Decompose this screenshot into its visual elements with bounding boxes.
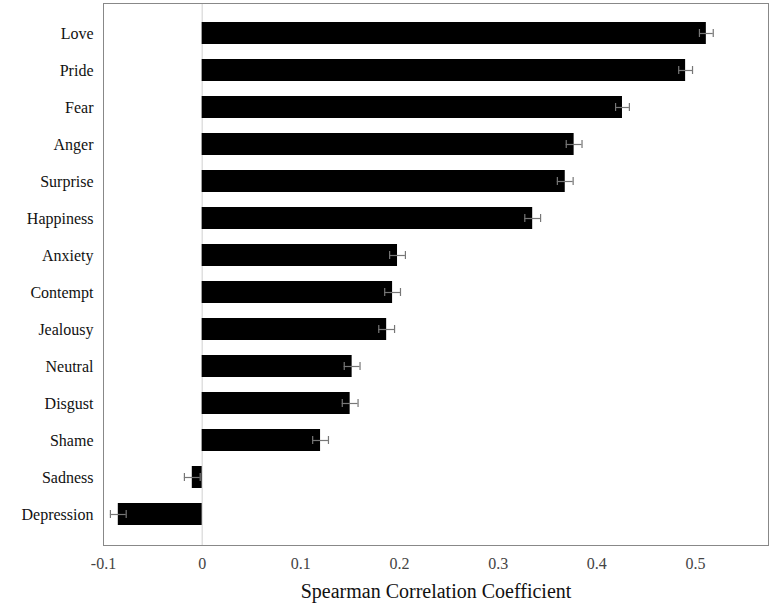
svg-text:Shame: Shame [50, 432, 94, 449]
svg-text:Sadness: Sadness [42, 469, 94, 486]
svg-text:Spearman Correlation Coefficie: Spearman Correlation Coefficient [301, 580, 572, 603]
svg-text:0.3: 0.3 [488, 555, 508, 572]
svg-text:Love: Love [61, 25, 94, 42]
svg-text:Happiness: Happiness [27, 210, 94, 228]
svg-text:0.4: 0.4 [587, 555, 607, 572]
svg-text:Depression: Depression [22, 506, 94, 524]
svg-text:0.5: 0.5 [685, 555, 705, 572]
svg-text:0.2: 0.2 [389, 555, 409, 572]
svg-text:Disgust: Disgust [45, 395, 94, 413]
svg-text:-0.1: -0.1 [91, 555, 116, 572]
svg-text:0.1: 0.1 [291, 555, 311, 572]
svg-text:Neutral: Neutral [46, 358, 95, 375]
svg-text:Jealousy: Jealousy [38, 321, 93, 339]
svg-text:Pride: Pride [60, 62, 94, 79]
svg-text:Anger: Anger [54, 136, 95, 154]
svg-text:Anxiety: Anxiety [42, 247, 94, 265]
svg-text:Surprise: Surprise [40, 173, 93, 191]
svg-text:0: 0 [198, 555, 206, 572]
svg-text:Fear: Fear [65, 99, 94, 116]
svg-text:Contempt: Contempt [30, 284, 94, 302]
